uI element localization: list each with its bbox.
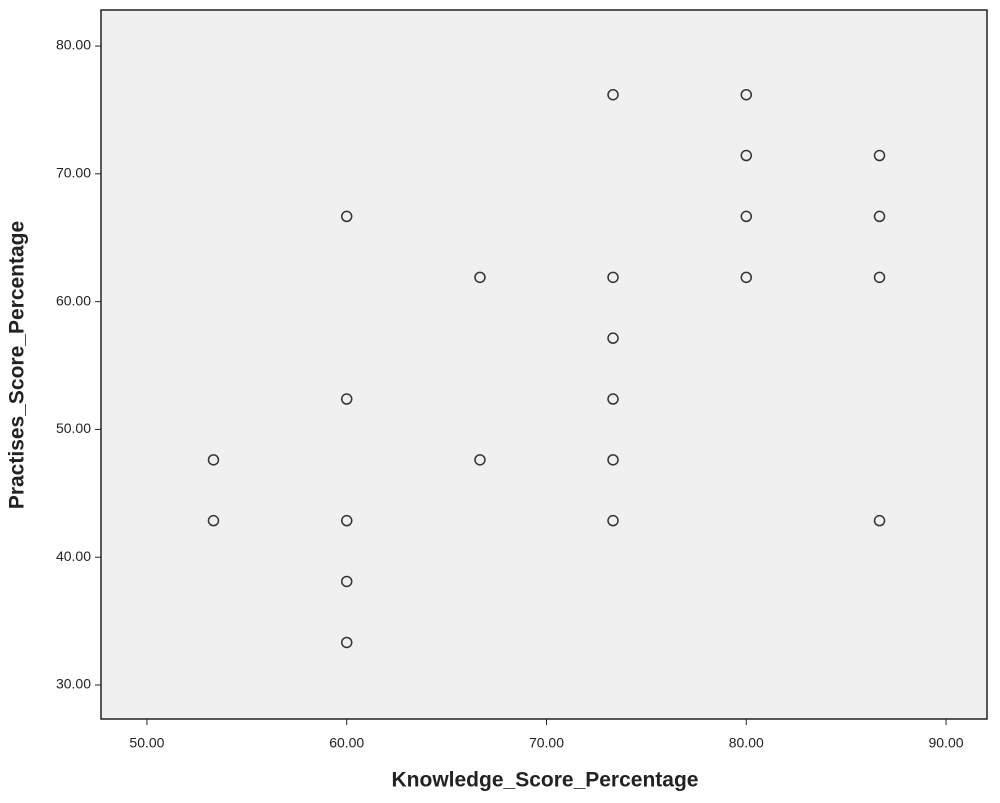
point: [607, 393, 619, 405]
point: [873, 271, 886, 284]
point: [474, 271, 486, 284]
point: [607, 514, 619, 527]
point: [340, 210, 353, 223]
x-tick-label: 80.00: [729, 735, 764, 751]
point: [340, 393, 353, 405]
plot-area: [100, 9, 988, 720]
y-tick-label: 70.00: [56, 165, 91, 181]
point: [607, 454, 619, 466]
point: [873, 514, 886, 527]
point: [340, 636, 353, 649]
y-tick-label: 30.00: [56, 676, 91, 692]
y-tick-label: 80.00: [56, 37, 91, 53]
y-tick-label: 50.00: [56, 420, 91, 436]
point: [740, 149, 753, 162]
x-tick-label: 70.00: [529, 735, 564, 751]
point: [740, 271, 753, 284]
point: [740, 88, 753, 101]
point: [207, 514, 220, 527]
point: [607, 88, 619, 101]
point: [207, 454, 220, 466]
x-axis-title: Knowledge_Score_Percentage: [392, 769, 699, 792]
point: [340, 575, 353, 588]
point: [740, 210, 753, 223]
x-tick-label: 90.00: [929, 735, 964, 751]
point: [607, 332, 619, 344]
y-axis-title: Practises_Score_Percentage: [6, 221, 29, 509]
x-tick-label: 50.00: [129, 735, 164, 751]
point: [474, 454, 486, 466]
point: [873, 149, 886, 162]
y-tick-label: 60.00: [56, 292, 91, 308]
x-tick-label: 60.00: [329, 735, 364, 751]
point: [873, 210, 886, 223]
y-tick-label: 40.00: [56, 548, 91, 564]
point: [340, 514, 353, 527]
point: [607, 271, 619, 284]
